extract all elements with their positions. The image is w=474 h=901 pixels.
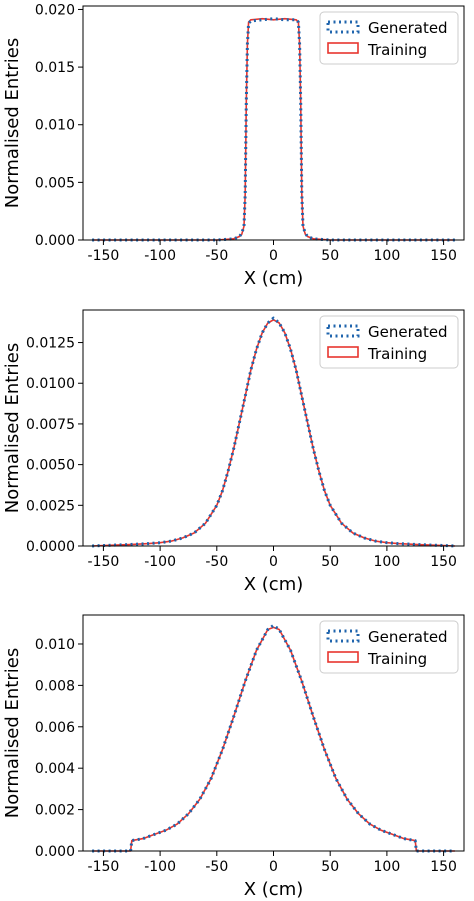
y-axis-label: Normalised Entries <box>2 38 23 208</box>
legend-training-label: Training <box>367 41 427 59</box>
legend-box <box>319 620 459 674</box>
legend-generated-label: Generated <box>368 628 448 646</box>
y-axis-label: Normalised Entries <box>2 648 23 818</box>
legend-generated-label: Generated <box>368 323 448 341</box>
y-tick-label: 0.0075 <box>26 417 75 433</box>
legend-training-swatch <box>327 651 359 663</box>
x-tick-label: 100 <box>374 554 401 570</box>
legend-generated-swatch <box>326 629 360 643</box>
series-training-line <box>92 17 455 241</box>
x-axis-label: X (cm) <box>244 268 304 289</box>
x-tick-label: 50 <box>321 859 339 875</box>
x-tick-label: -50 <box>205 248 228 264</box>
chart-panel-2: -150 -100 -50 0 50 100 150 0.0000 0.0025 0.0050 0.… <box>2 309 465 595</box>
x-tick-label: -50 <box>205 859 228 875</box>
legend-generated-swatch <box>326 20 360 34</box>
x-tick-label: 0 <box>269 248 278 264</box>
x-tick-label: -150 <box>88 859 120 875</box>
x-tick-label: 50 <box>321 248 339 264</box>
x-tick-label: 100 <box>374 859 401 875</box>
x-tick-label: -50 <box>205 554 228 570</box>
x-tick-label: 150 <box>430 859 457 875</box>
x-tick-label: -100 <box>144 859 176 875</box>
y-tick-label: 0.020 <box>35 2 75 18</box>
y-tick-label: 0.004 <box>35 761 75 777</box>
x-tick-label: -100 <box>144 554 176 570</box>
y-tick-label: 0.0125 <box>26 336 75 352</box>
x-tick-label: -150 <box>88 248 120 264</box>
legend-training-swatch <box>327 346 359 358</box>
legend: Generated Training <box>319 620 459 674</box>
chart-panel-1: -150 -100 -50 0 50 100 150 0.000 0.005 0.010 0.015… <box>2 2 465 289</box>
x-tick-label: 150 <box>430 554 457 570</box>
y-tick-label: 0.0000 <box>26 539 75 555</box>
legend: Generated Training <box>319 11 459 65</box>
y-tick-label: 0.0025 <box>26 498 75 514</box>
series-generated-line <box>92 316 455 548</box>
legend-generated-swatch <box>326 324 360 338</box>
y-tick-label: 0.015 <box>35 60 75 76</box>
y-tick-label: 0.000 <box>35 233 75 249</box>
legend-training-label: Training <box>367 345 427 363</box>
x-axis-label: X (cm) <box>244 879 304 900</box>
legend-training-label: Training <box>367 650 427 668</box>
series-generated-line <box>92 623 455 853</box>
x-tick-label: 0 <box>269 554 278 570</box>
x-tick-label: 150 <box>430 248 457 264</box>
y-tick-label: 0.006 <box>35 720 75 736</box>
legend-generated-label: Generated <box>368 19 448 37</box>
y-tick-label: 0.008 <box>35 678 75 694</box>
chart-panel-3: -150 -100 -50 0 50 100 150 0.000 0.002 0.004 0.006… <box>2 614 465 900</box>
y-tick-label: 0.010 <box>35 637 75 653</box>
y-tick-label: 0.000 <box>35 844 75 860</box>
y-tick-label: 0.0100 <box>26 376 75 392</box>
x-axis-label: X (cm) <box>244 574 304 595</box>
y-axis-label: Normalised Entries <box>2 343 23 513</box>
y-tick-label: 0.0050 <box>26 458 75 474</box>
x-tick-label: 50 <box>321 554 339 570</box>
y-tick-label: 0.010 <box>35 118 75 134</box>
legend-box <box>319 315 459 369</box>
x-tick-label: -150 <box>88 554 120 570</box>
x-tick-label: 0 <box>269 859 278 875</box>
y-tick-label: 0.002 <box>35 803 75 819</box>
x-tick-label: 100 <box>374 248 401 264</box>
legend-training-swatch <box>327 42 359 54</box>
legend: Generated Training <box>319 315 459 369</box>
legend-box <box>319 11 459 65</box>
y-tick-label: 0.005 <box>35 175 75 191</box>
x-tick-label: -100 <box>144 248 176 264</box>
